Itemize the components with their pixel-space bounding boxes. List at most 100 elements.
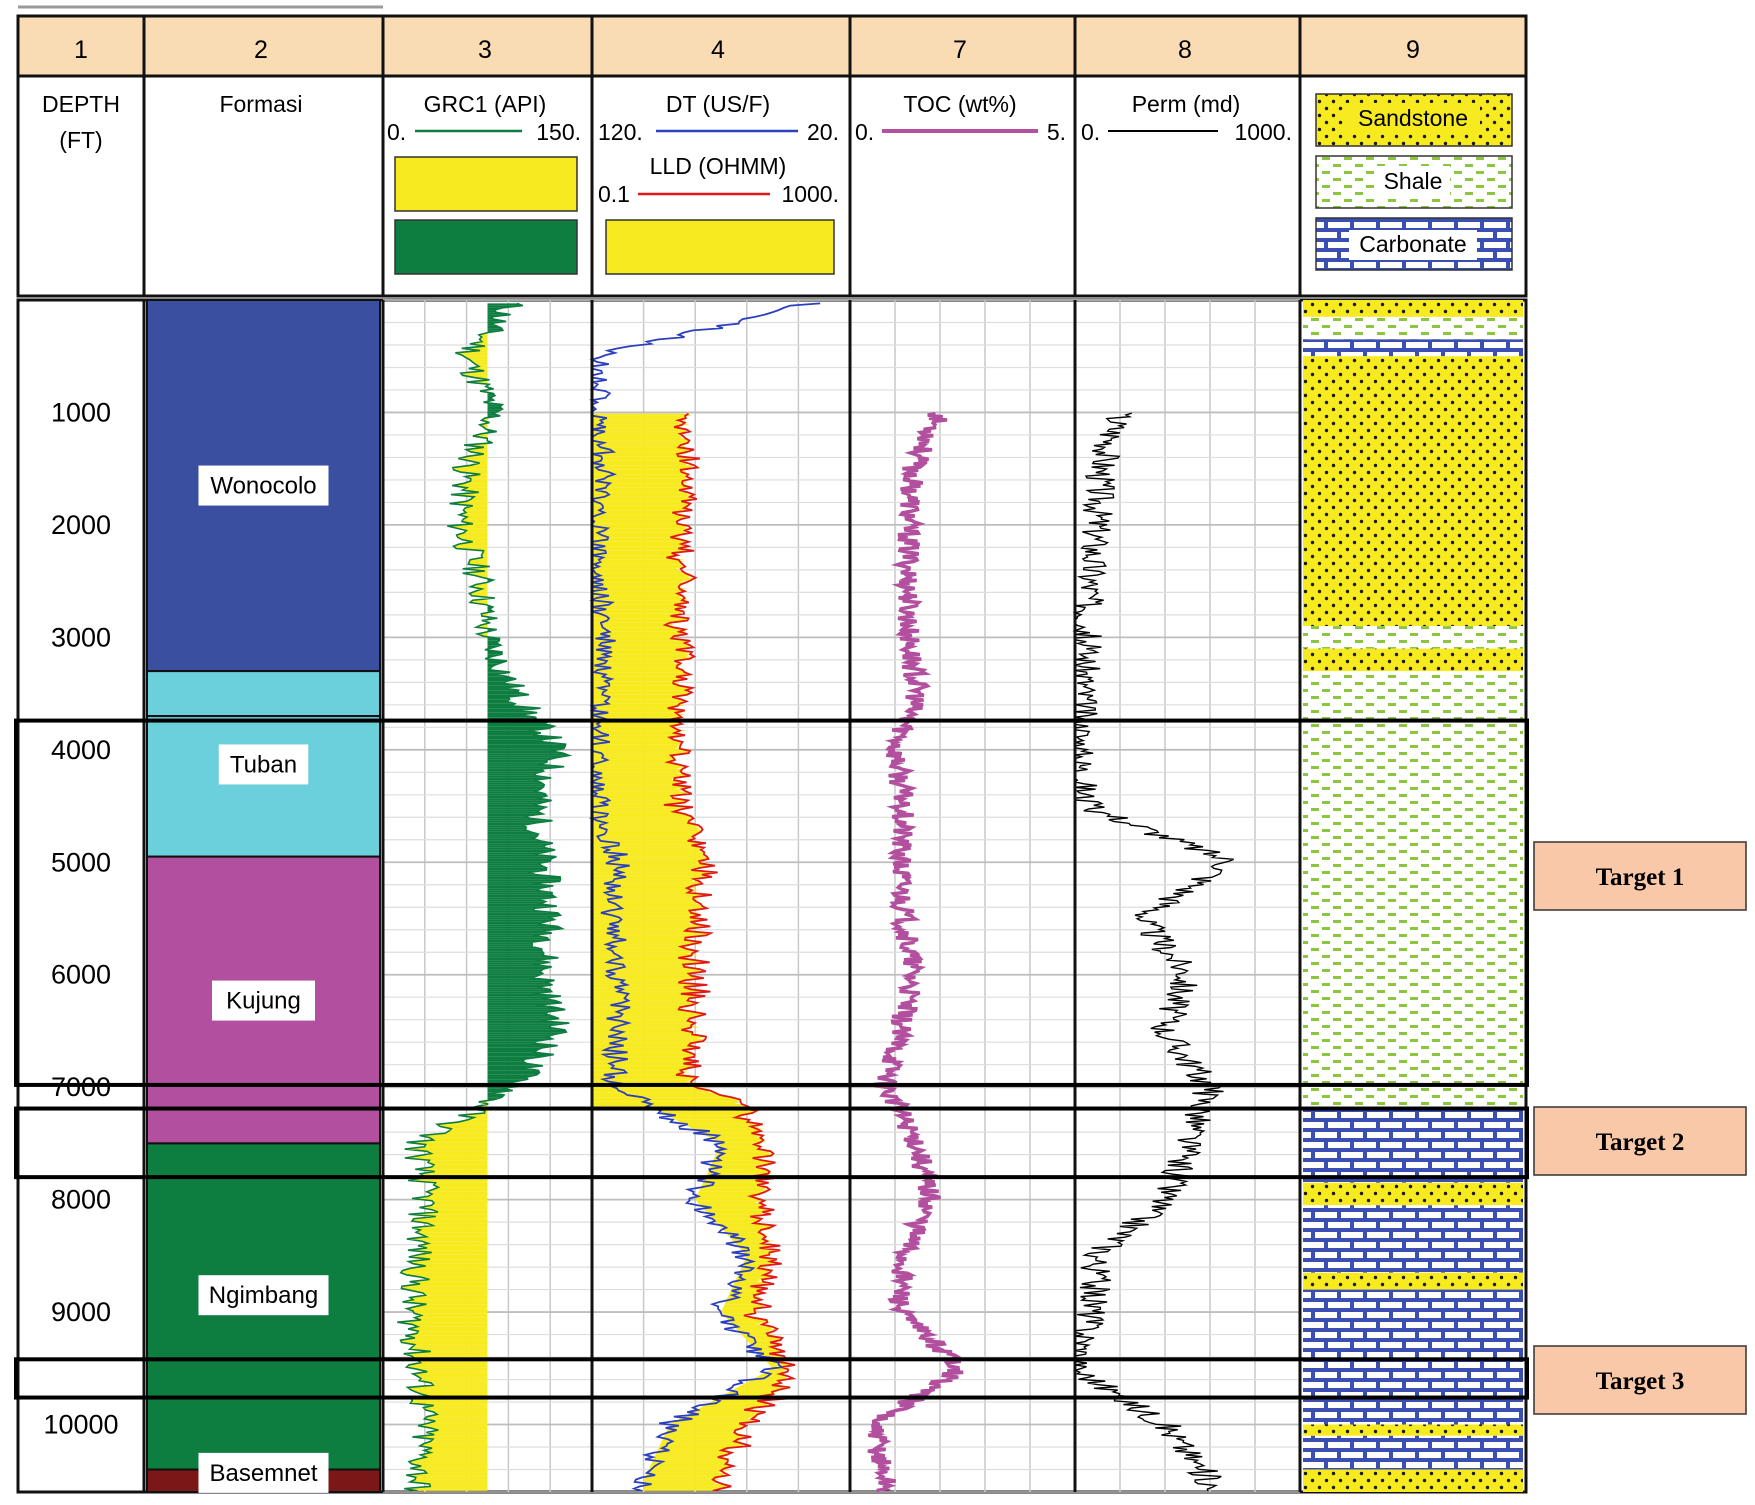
formation-label: Wonocolo	[210, 473, 316, 500]
gr-fill	[418, 1245, 488, 1248]
lld-fill	[592, 762, 681, 765]
lld-fill	[592, 519, 681, 522]
gr-fill	[457, 537, 488, 540]
lld-fill	[662, 1113, 753, 1116]
lld-fill	[592, 881, 703, 884]
lld-fill	[592, 705, 678, 709]
depth-tick-label: 2000	[51, 510, 111, 540]
lld-fill	[592, 656, 695, 659]
lld-fill	[592, 1025, 700, 1028]
gr-fill	[410, 1389, 488, 1392]
gr-fill	[487, 1034, 555, 1037]
formation-label: Ngimbang	[209, 1282, 318, 1309]
lld-fill	[592, 681, 681, 684]
lld-fill	[713, 1158, 764, 1161]
gr-fill	[406, 1364, 488, 1368]
gr-fill	[487, 755, 570, 758]
lld-fill	[684, 1124, 763, 1127]
gr-fill	[487, 1050, 538, 1053]
lld-fill	[592, 973, 693, 976]
gr-fill	[487, 1014, 554, 1017]
lld-fill	[592, 476, 687, 479]
formation-block	[146, 670, 381, 718]
lld-fill	[592, 982, 700, 985]
lld-fill	[592, 438, 693, 441]
gr-fill	[433, 1182, 488, 1186]
lld-fill	[592, 699, 688, 702]
col-number: 4	[711, 36, 725, 64]
gr-fill	[487, 708, 541, 711]
lld-fill	[592, 672, 688, 675]
gr-fill	[469, 559, 488, 563]
formation-column: Wonocolo Tuban Kujung Ngimbang Basemnet	[146, 299, 381, 1493]
lld-fill	[592, 481, 690, 484]
lld-fill	[592, 631, 682, 634]
lld-fill	[692, 1128, 764, 1132]
gr-fill	[487, 1023, 570, 1026]
lld-fill	[592, 415, 686, 419]
lld-fill	[649, 1466, 734, 1469]
legend-carbonate-label: Carbonate	[1359, 231, 1466, 257]
lld-fill	[715, 1153, 774, 1156]
gr-fill	[487, 807, 546, 810]
gr-fill	[423, 1407, 488, 1410]
gr-fill	[487, 404, 503, 407]
gr-fill	[487, 1065, 543, 1069]
gr-fill	[487, 888, 541, 891]
formation-label-box	[212, 980, 315, 1021]
gr-fill	[401, 1342, 488, 1345]
lld-fill	[592, 1005, 692, 1008]
lld-fill	[592, 856, 708, 859]
gr-fill	[419, 1380, 488, 1383]
gr-fill	[487, 901, 546, 904]
gr-fill	[461, 355, 488, 358]
lld-fill	[718, 1146, 761, 1150]
lld-fill	[697, 1191, 766, 1194]
lld-fill	[664, 1432, 744, 1435]
depth-tick-label: 7000	[51, 1072, 111, 1102]
gr-fill	[415, 1304, 488, 1307]
lld-fill	[592, 418, 686, 421]
gr-fill	[487, 699, 510, 702]
gr-fill	[415, 1391, 488, 1395]
lld-fill	[705, 1135, 763, 1138]
gr-fill	[487, 802, 542, 805]
gr-fill	[404, 1155, 488, 1159]
gr-fill	[487, 840, 553, 844]
gr-fill	[433, 1412, 488, 1415]
lld-fill	[592, 861, 707, 864]
gr-fill	[487, 930, 552, 934]
lld-fill	[592, 888, 701, 891]
gr-fill	[411, 1218, 488, 1221]
lld-scale-right: 1000.	[781, 181, 839, 207]
lld-fill	[592, 651, 693, 655]
lld-fill	[592, 933, 711, 936]
lithology-interval	[1303, 1109, 1523, 1183]
gr-fill	[487, 1029, 567, 1033]
lld-fill	[745, 1256, 772, 1260]
toc-curve-title: TOC (wt%)	[903, 91, 1016, 117]
gr-fill	[487, 865, 547, 868]
lld-fill	[592, 820, 694, 823]
lld-fill	[592, 834, 697, 837]
lld-fill	[592, 636, 677, 639]
lld-fill	[592, 606, 687, 610]
gr-fill	[424, 1144, 488, 1147]
gr-fill	[427, 1421, 488, 1424]
lld-fill	[592, 633, 688, 637]
gr-fill	[487, 735, 563, 738]
gr-fill	[487, 303, 523, 306]
gr-fill	[487, 1047, 543, 1051]
gr-fill	[409, 1346, 488, 1350]
lld-fill	[645, 1475, 729, 1478]
gr-fill	[487, 791, 546, 794]
lld-fill	[592, 915, 701, 918]
lld-fill	[592, 573, 690, 576]
lld-fill	[592, 755, 677, 758]
gr-fill	[487, 813, 543, 817]
col-number: 9	[1406, 36, 1420, 64]
gr-fill	[487, 874, 561, 877]
lld-fill	[708, 1169, 772, 1172]
gr-fill	[487, 1002, 562, 1006]
lld-fill	[657, 1448, 729, 1451]
